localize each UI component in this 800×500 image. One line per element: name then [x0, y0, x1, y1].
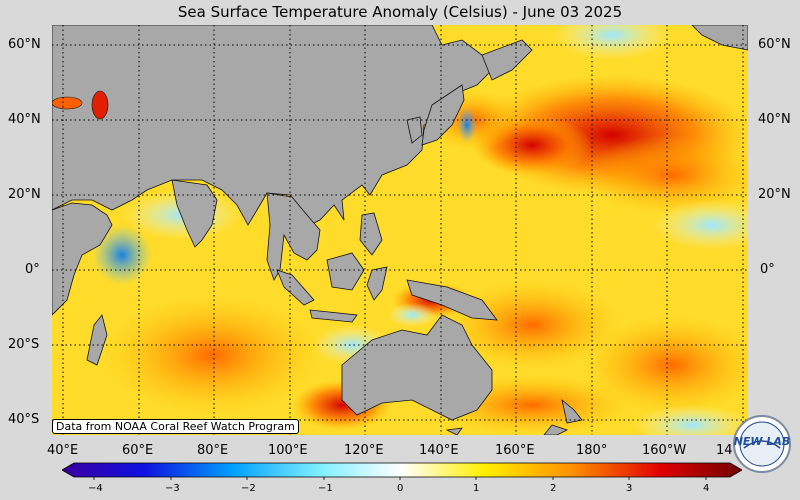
- india: [171, 179, 218, 248]
- lat-label-left: 20°S: [8, 337, 40, 352]
- colorbar-tick: −3: [165, 483, 180, 494]
- lon-label: 140°E: [419, 443, 459, 458]
- lon-label: 14: [716, 443, 733, 458]
- land-masses: [52, 25, 748, 435]
- new-guinea: [406, 279, 498, 321]
- lat-label-left: 20°N: [8, 187, 41, 202]
- graticule: [52, 25, 748, 435]
- inland-seas: [52, 90, 109, 120]
- map-title: Sea Surface Temperature Anomaly (Celsius…: [177, 3, 623, 21]
- lat-label-left: 0°: [25, 262, 40, 277]
- colorbar-tick: 1: [473, 483, 480, 494]
- japan: [421, 84, 465, 146]
- indochina: [266, 192, 321, 281]
- java: [309, 309, 358, 323]
- lat-label-right: 20°N: [758, 187, 791, 202]
- data-credit: Data from NOAA Coral Reef Watch Program: [52, 419, 299, 434]
- colorbar-tick: 0: [397, 483, 404, 494]
- lat-label-right: 60°N: [758, 37, 791, 52]
- colorbar: [62, 462, 742, 480]
- lat-label-left: 60°N: [8, 37, 41, 52]
- lat-label-left: 40°S: [8, 412, 40, 427]
- lon-label: 160°E: [495, 443, 535, 458]
- map-canvas: [52, 25, 748, 435]
- lon-label: 100°E: [268, 443, 308, 458]
- africa: [52, 202, 113, 316]
- colorbar-tick: 2: [550, 483, 557, 494]
- kamchatka: [481, 39, 533, 81]
- madagascar: [86, 314, 108, 366]
- colorbar-tick: −1: [318, 483, 333, 494]
- lon-label: 120°E: [344, 443, 384, 458]
- colorbar-tick: −4: [88, 483, 103, 494]
- lon-label: 160°W: [642, 443, 687, 458]
- logo-text: NEW LAB: [734, 435, 791, 448]
- tasmania: [445, 427, 463, 435]
- lon-label: 180°: [576, 443, 608, 458]
- lat-label-right: 0°: [760, 262, 775, 277]
- colorbar-tick: −2: [241, 483, 256, 494]
- korea: [406, 116, 423, 144]
- sst-anomaly-map: [52, 25, 748, 435]
- colorbar-tick: 4: [703, 483, 710, 494]
- lon-label: 60°E: [122, 443, 154, 458]
- australia: [341, 314, 493, 421]
- lon-label: 80°E: [197, 443, 229, 458]
- new-lab-logo: NEW LAB: [733, 415, 791, 473]
- lon-label: 40°E: [47, 443, 79, 458]
- sulawesi: [366, 266, 388, 301]
- sumatra: [276, 269, 315, 306]
- lat-label-left: 40°N: [8, 112, 41, 127]
- north-america-edge: [691, 25, 748, 51]
- borneo: [326, 252, 365, 291]
- lat-label-right: 40°N: [758, 112, 791, 127]
- new-zealand: [543, 398, 583, 435]
- asia-landmass: [52, 25, 493, 226]
- colorbar-tick: 3: [626, 483, 633, 494]
